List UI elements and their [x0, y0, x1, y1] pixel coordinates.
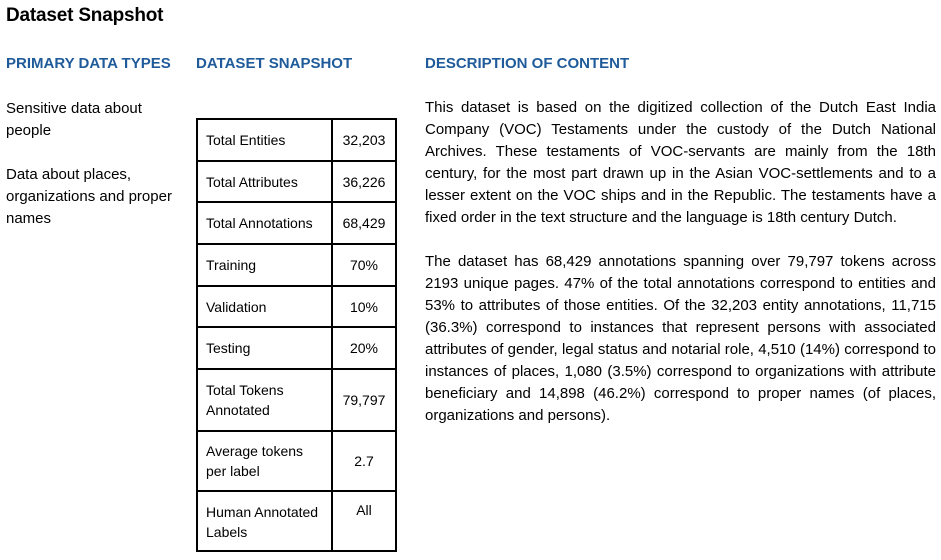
table-row: Total Tokens Annotated 79,797 — [196, 368, 397, 432]
row-value: 10% — [331, 285, 397, 328]
row-label: Total Entities — [196, 118, 333, 162]
description-paragraph: The dataset has 68,429 annotations spann… — [425, 253, 936, 424]
row-label: Training — [196, 243, 333, 287]
primary-type-item: Data about places, organizations and pro… — [6, 166, 172, 227]
table-row: Total Annotations 68,429 — [196, 201, 397, 245]
snapshot-table: Total Entities 32,203 Total Attributes 3… — [196, 118, 397, 552]
table-row: Total Attributes 36,226 — [196, 160, 397, 203]
table-row: Total Entities 32,203 — [196, 118, 397, 162]
row-label: Average tokens per label — [196, 430, 333, 492]
table-row: Human Annotated Labels All — [196, 490, 397, 552]
description-paragraph: This dataset is based on the digitized c… — [425, 99, 936, 226]
row-value: 36,226 — [331, 160, 397, 203]
row-value: 32,203 — [331, 118, 397, 162]
row-value: 20% — [331, 326, 397, 370]
row-label: Total Attributes — [196, 160, 333, 203]
dataset-snapshot-heading: DATASET SNAPSHOT — [196, 55, 353, 72]
row-label: Validation — [196, 285, 333, 328]
row-label: Total Annotations — [196, 201, 333, 245]
table-row: Training 70% — [196, 243, 397, 287]
row-value: 2.7 — [331, 430, 397, 492]
row-value: 68,429 — [331, 201, 397, 245]
row-label: Testing — [196, 326, 333, 370]
primary-data-types-heading: PRIMARY DATA TYPES — [6, 55, 171, 72]
table-row: Average tokens per label 2.7 — [196, 430, 397, 492]
primary-type-item: Sensitive data about people — [6, 100, 142, 139]
description-heading: DESCRIPTION OF CONTENT — [425, 55, 630, 72]
description-text: This dataset is based on the digitized c… — [425, 97, 936, 449]
primary-data-types-list: Sensitive data about people Data about p… — [6, 98, 186, 252]
table-row: Testing 20% — [196, 326, 397, 370]
row-label: Human Annotated Labels — [196, 490, 333, 552]
row-value: 79,797 — [331, 368, 397, 432]
row-value: 70% — [331, 243, 397, 287]
table-row: Validation 10% — [196, 285, 397, 328]
row-label: Total Tokens Annotated — [196, 368, 333, 432]
page-title: Dataset Snapshot — [6, 5, 164, 26]
row-value: All — [331, 490, 397, 552]
